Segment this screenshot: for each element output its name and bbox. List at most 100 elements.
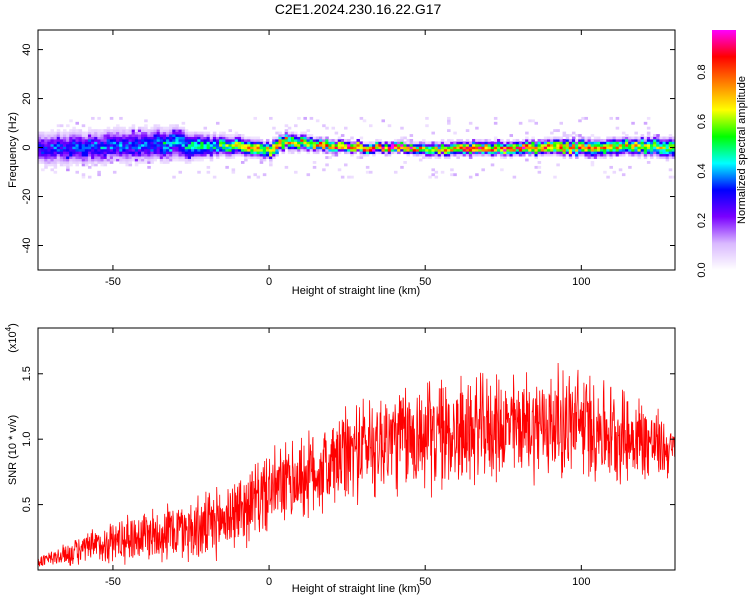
spectrogram-cell xyxy=(184,146,189,150)
spectrogram-cell xyxy=(584,143,588,147)
spectrogram-cell xyxy=(225,134,229,137)
spectrogram-cell xyxy=(259,156,264,159)
spectrogram-cell xyxy=(665,148,670,152)
spectrogram-cell xyxy=(453,151,457,155)
spectrogram-cell xyxy=(440,141,445,145)
spectrogram-cell xyxy=(91,136,95,140)
spectrogram-cell xyxy=(62,163,67,167)
spectrogram-cell xyxy=(600,146,604,150)
spectrogram-cell xyxy=(147,156,151,159)
spectrogram-cell xyxy=(153,134,158,137)
y-tick-label: 1.5 xyxy=(21,366,33,381)
spectrogram-cell xyxy=(553,146,557,150)
spectrogram-cell xyxy=(593,143,598,147)
spectrogram-cell xyxy=(365,165,370,169)
spectrogram-cell xyxy=(284,129,289,133)
spectrogram-cell xyxy=(256,141,261,145)
spectrogram-cell xyxy=(41,156,45,159)
spectrogram-cell xyxy=(322,141,326,145)
spectrogram-cell xyxy=(144,138,148,142)
spectrogram-cell xyxy=(50,134,55,137)
spectrogram-cell xyxy=(231,151,236,155)
spectrogram-cell xyxy=(393,148,398,152)
spectrogram-cell xyxy=(244,156,248,159)
spectrogram-cell xyxy=(184,141,189,145)
spectrogram-cell xyxy=(522,151,526,155)
spectrogram-cell xyxy=(609,153,613,157)
spectrogram-cell xyxy=(409,148,414,152)
spectrogram-cell xyxy=(375,143,379,147)
spectrogram-cell xyxy=(634,146,638,150)
spectrogram-cell xyxy=(412,151,417,155)
spectrogram-cell xyxy=(543,151,548,155)
spectrogram-cell xyxy=(518,146,523,150)
spectrogram-cell xyxy=(181,129,186,133)
spectrogram-cell xyxy=(415,143,420,147)
spectrogram-cell xyxy=(203,151,208,155)
spectrogram-cell xyxy=(556,163,560,167)
spectrogram-cell xyxy=(56,156,61,159)
spectrogram-cell xyxy=(294,134,298,137)
spectrogram-cell xyxy=(522,153,526,157)
spectrogram-cell xyxy=(418,153,423,157)
spectrogram-cell xyxy=(134,158,139,162)
spectrogram-cell xyxy=(203,146,208,150)
spectrogram-cell xyxy=(472,138,476,142)
spectrogram-cell xyxy=(362,148,367,152)
spectrogram-cell xyxy=(50,161,55,164)
spectrogram-cell xyxy=(571,141,576,145)
spectrogram-cell xyxy=(596,146,601,150)
spectrogram-cell xyxy=(650,138,654,142)
spectrogram-cell xyxy=(178,134,183,137)
spectrogram-cell xyxy=(671,153,676,157)
spectrogram-cell xyxy=(606,153,610,157)
spectrogram-cell xyxy=(465,151,470,155)
spectrogram-cell xyxy=(172,146,176,150)
spectrogram-cell xyxy=(653,153,657,157)
spectrogram-cell xyxy=(75,134,79,137)
spectrogram-cell xyxy=(415,153,420,157)
spectrogram-cell xyxy=(209,151,214,155)
spectrogram-cell xyxy=(144,156,148,159)
spectrogram-cell xyxy=(153,153,158,157)
spectrogram-cell xyxy=(428,175,432,179)
spectrogram-cell xyxy=(553,148,557,152)
spectrogram-cell xyxy=(275,148,279,152)
spectrogram-cell xyxy=(184,134,189,137)
spectrogram-cell xyxy=(500,168,504,172)
spectrogram-cell xyxy=(375,138,379,142)
y-tick-label: 0.5 xyxy=(21,497,33,512)
snr-series-line xyxy=(37,362,675,567)
spectrogram-cell xyxy=(119,131,123,135)
spectrogram-cell xyxy=(537,141,542,145)
spectrogram-cell xyxy=(172,131,176,135)
spectrogram-cell xyxy=(362,143,367,147)
spectrogram-cell xyxy=(91,156,95,159)
spectrogram-cell xyxy=(62,156,67,159)
spectrogram-cell xyxy=(106,161,111,164)
spectrogram-cell xyxy=(365,151,370,155)
spectrogram-cell xyxy=(631,143,635,147)
spectrogram-cell xyxy=(106,148,111,152)
spectrogram-cell xyxy=(484,141,489,145)
spectrogram-cell xyxy=(378,148,382,152)
spectrogram-cell xyxy=(378,143,382,147)
spectrogram-cell xyxy=(344,126,348,130)
spectrogram-cell xyxy=(581,141,585,145)
spectrogram-cell xyxy=(234,134,239,137)
spectrogram-cell xyxy=(425,151,429,155)
spectrogram-cell xyxy=(219,146,223,150)
spectrogram-cell xyxy=(390,143,395,147)
spectrogram-cell xyxy=(247,138,251,142)
spectrogram-cell xyxy=(144,161,148,164)
spectrogram-cell xyxy=(172,175,176,179)
spectrogram-cell xyxy=(625,151,629,155)
spectrogram-cell xyxy=(150,153,154,157)
spectrogram-cell xyxy=(643,136,648,140)
spectrogram-cell xyxy=(671,138,676,142)
spectrogram-cell xyxy=(53,146,58,150)
spectrogram-cell xyxy=(147,129,151,133)
spectrogram-cell xyxy=(81,146,86,150)
spectrogram-cell xyxy=(425,116,429,120)
spectrogram-cell xyxy=(453,143,457,147)
